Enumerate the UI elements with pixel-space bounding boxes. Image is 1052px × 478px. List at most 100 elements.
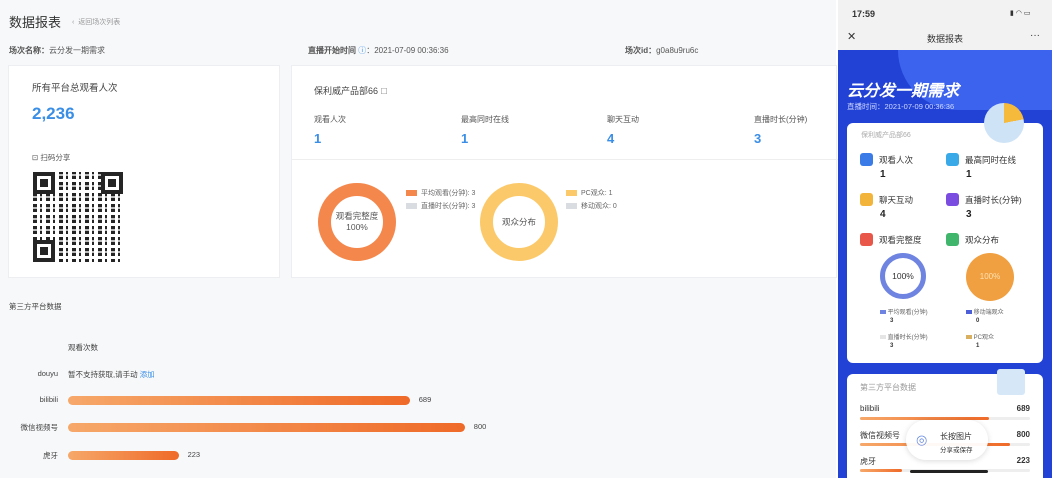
stat-label: 观看人次 bbox=[314, 115, 346, 124]
stat-views: 观看人次 1 bbox=[314, 114, 346, 146]
stat-peak: 最高同时在线 1 bbox=[461, 114, 509, 146]
qr-share-icon: ⊡ bbox=[32, 153, 39, 162]
add-link[interactable]: 添加 bbox=[139, 370, 155, 379]
fingerprint-icon: ◎ bbox=[916, 432, 928, 447]
bar-2 bbox=[68, 451, 179, 460]
phone-row-label: 微信视频号 bbox=[860, 431, 900, 440]
thumbs-up-icon bbox=[860, 193, 873, 206]
status-time: 17:59 bbox=[852, 9, 876, 19]
product-card: 保利威产品部66 ☐ 观看人次 1 最高同时在线 1 聊天互动 4 直播时长(分钟) 3… bbox=[291, 65, 838, 278]
phone-title: 数据报表 bbox=[926, 34, 963, 44]
bar-value: 800 bbox=[473, 422, 487, 431]
stat-label: 最高同时在线 bbox=[965, 155, 1017, 165]
stat-value: 3 bbox=[966, 209, 972, 220]
start-time-label: 直播开始时间 bbox=[308, 46, 356, 55]
phone-row-value: 689 bbox=[1016, 404, 1030, 413]
stat-duration: 直播时长(分钟) 3 bbox=[754, 114, 807, 146]
section-label: 观看完整度 bbox=[879, 235, 922, 245]
edit-icon[interactable]: ☐ bbox=[380, 87, 388, 96]
user-icon bbox=[860, 153, 873, 166]
stat-value: 1 bbox=[966, 169, 972, 180]
session-id: g0a8u9ru6c bbox=[656, 46, 699, 55]
hero-title: 云分发一期需求 bbox=[847, 83, 960, 100]
legend-value: 3 bbox=[890, 343, 894, 349]
phone-row-value: 800 bbox=[1016, 430, 1030, 439]
org-name: 保利威产品部66 bbox=[861, 132, 911, 139]
live-time: 直播时间：2021-07-09 00:36:36 bbox=[847, 102, 955, 111]
report-main: 数据报表 ‹ 返回场次列表 场次名称：云分发一期需求 直播开始时间 ⓘ：2021… bbox=[8, 15, 838, 460]
legend-swatch bbox=[566, 203, 577, 209]
total-label: 所有平台总观看人次 bbox=[32, 83, 118, 94]
legend-label: 平均观看(分钟) bbox=[887, 310, 928, 316]
phone-row-value: 223 bbox=[1016, 456, 1030, 465]
unsupported-msg: 暂不支持获取,请手动 bbox=[68, 370, 138, 379]
third-party-title: 第三方平台数据 bbox=[9, 302, 62, 311]
phone-stats-card: 保利威产品部66 观看人次 1 最高同时在线 1 聊天互动 4 直播时长(分钟)… bbox=[847, 123, 1043, 363]
legend-value: 1 bbox=[976, 343, 980, 349]
total-value: 2,236 bbox=[32, 104, 75, 123]
session-name-label: 场次名称： bbox=[9, 46, 49, 55]
legend-swatch bbox=[566, 190, 577, 196]
stat-value: 1 bbox=[461, 131, 469, 146]
row-label: bilibili bbox=[39, 395, 58, 404]
eye-icon bbox=[946, 153, 959, 166]
completion-ring: 100% bbox=[880, 253, 926, 299]
total-card: 所有平台总观看人次 2,236 ⊡ 扫码分享 bbox=[8, 65, 280, 278]
page-title: 数据报表 bbox=[9, 15, 62, 30]
home-indicator bbox=[910, 470, 988, 473]
share-label: 扫码分享 bbox=[40, 153, 71, 162]
pie-illustration-icon bbox=[984, 103, 1024, 143]
legend-value: 3 bbox=[890, 318, 894, 324]
row-label-douyu: douyu bbox=[37, 369, 58, 378]
stat-value: 4 bbox=[607, 131, 615, 146]
legend-label: PC观众 bbox=[973, 335, 995, 341]
toast-title: 长按图片 bbox=[940, 432, 972, 441]
donut1-pct: 100% bbox=[346, 222, 368, 232]
long-press-toast: ◎ 长按图片 分享或保存 bbox=[906, 420, 988, 460]
stat-value: 1 bbox=[880, 169, 886, 180]
legend-item: 平均观看(分钟): 3 bbox=[421, 190, 476, 197]
bar-1 bbox=[68, 423, 465, 432]
audience-icon bbox=[946, 233, 959, 246]
stat-label: 最高同时在线 bbox=[461, 115, 509, 124]
bar-chart-illustration-icon bbox=[997, 369, 1025, 395]
legend-item: 直播时长(分钟): 3 bbox=[421, 203, 476, 210]
stat-label: 直播时长(分钟) bbox=[754, 115, 808, 124]
back-link[interactable]: ‹ 返回场次列表 bbox=[72, 19, 121, 26]
legend-label: 移动端观众 bbox=[973, 310, 1004, 316]
session-id-label: 场次id： bbox=[625, 46, 657, 55]
stat-value: 3 bbox=[754, 131, 762, 146]
column-header: 观看次数 bbox=[68, 343, 98, 352]
legend-swatch bbox=[406, 203, 417, 209]
phone-row-label: 虎牙 bbox=[860, 457, 876, 466]
phone-bar-0 bbox=[860, 417, 990, 420]
info-icon[interactable]: ⓘ bbox=[358, 46, 367, 55]
section-label: 观众分布 bbox=[965, 235, 1000, 245]
product-title: 保利威产品部66 bbox=[314, 86, 379, 96]
legend-item: 移动观众: 0 bbox=[581, 203, 617, 210]
stat-label: 观看人次 bbox=[879, 155, 914, 165]
mobile-preview: 17:59 ▮ ◠ ▭ ✕ 数据报表 ··· 云分发一期需求 直播时间：2021… bbox=[838, 0, 1052, 478]
bar-value: 689 bbox=[418, 395, 432, 404]
qr-code bbox=[33, 172, 123, 262]
bar-value: 223 bbox=[187, 450, 201, 459]
session-name: 云分发一期需求 bbox=[49, 46, 105, 55]
status-icons: ▮ ◠ ▭ bbox=[1010, 10, 1031, 17]
close-icon[interactable]: ✕ bbox=[847, 31, 857, 43]
back-label: 返回场次列表 bbox=[78, 19, 121, 26]
stat-value: 1 bbox=[314, 131, 322, 146]
phone-bar-2 bbox=[860, 469, 902, 472]
stat-label: 直播时长(分钟) bbox=[965, 195, 1022, 205]
video-icon bbox=[946, 193, 959, 206]
stat-label: 聊天互动 bbox=[607, 115, 639, 124]
stat-label: 聊天互动 bbox=[879, 195, 914, 205]
phone-row-label: bilibili bbox=[860, 404, 880, 413]
audience-pie: 100% bbox=[966, 253, 1014, 301]
phone-bar-track bbox=[860, 417, 1030, 420]
more-icon[interactable]: ··· bbox=[1030, 30, 1040, 41]
phone-third-title: 第三方平台数据 bbox=[860, 383, 916, 392]
donut2-label: 观众分布 bbox=[501, 217, 536, 227]
legend-swatch bbox=[406, 190, 417, 196]
donut1-label: 观看完整度 bbox=[335, 211, 379, 221]
toast-sub: 分享或保存 bbox=[940, 447, 973, 454]
